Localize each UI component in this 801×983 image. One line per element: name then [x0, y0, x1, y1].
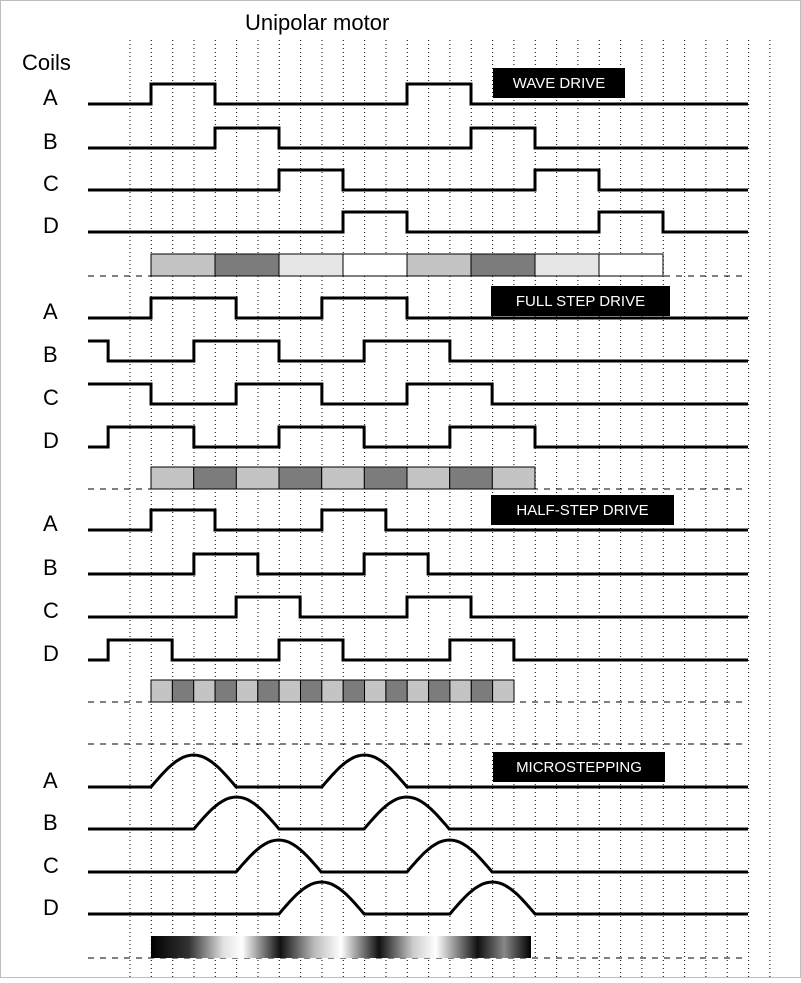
- rotor-position-gradient: [151, 936, 531, 958]
- rotor-position-cell: [214, 253, 280, 277]
- mode-badge: [491, 286, 670, 316]
- diagram-title: Unipolar motor: [245, 10, 389, 35]
- coil-label-c: C: [43, 385, 59, 410]
- coil-d-waveform: [88, 210, 748, 234]
- rotor-position-cell: [534, 253, 600, 277]
- rotor-position-cell: [406, 466, 451, 490]
- mode-badge: [491, 495, 674, 525]
- coil-label-b: B: [43, 342, 58, 367]
- rotor-position-cell: [598, 253, 664, 277]
- coil-label-c: C: [43, 853, 59, 878]
- coil-c-waveform: [88, 382, 748, 406]
- rotor-position-cell: [235, 679, 259, 703]
- mode-label: WAVE DRIVE: [513, 75, 606, 92]
- coil-d-waveform: [88, 425, 748, 449]
- coil-label-c: C: [43, 598, 59, 623]
- coil-a-waveform: [88, 296, 748, 320]
- mode-label: HALF-STEP DRIVE: [516, 502, 648, 519]
- rotor-position-cell: [321, 679, 344, 703]
- rotor-position-cell: [150, 466, 195, 490]
- mode-badge: [493, 68, 625, 98]
- rotor-position-cell: [449, 466, 493, 490]
- rotor-position-cell: [150, 253, 216, 277]
- coil-c-waveform: [88, 838, 748, 874]
- coil-label-b: B: [43, 555, 58, 580]
- rotor-position-cell: [150, 679, 173, 703]
- coil-c-waveform: [88, 168, 748, 192]
- coil-d-waveform: [88, 638, 748, 662]
- mode-badge: [493, 752, 665, 782]
- rotor-position-cell: [470, 679, 494, 703]
- coil-b-waveform: [88, 339, 748, 363]
- coil-label-b: B: [43, 810, 58, 835]
- rotor-position-cell: [214, 679, 238, 703]
- rotor-position-cell: [235, 466, 280, 490]
- rotor-position-cell: [193, 466, 237, 490]
- coil-b-waveform: [88, 795, 748, 831]
- coil-a-waveform: [88, 508, 748, 532]
- coil-label-d: D: [43, 895, 59, 920]
- coil-label-a: A: [43, 85, 58, 110]
- coils-heading: Coils: [22, 50, 71, 75]
- rotor-position-cell: [257, 679, 280, 703]
- rotor-position-cell: [300, 679, 323, 703]
- rotor-position-cell: [278, 253, 344, 277]
- coil-b-waveform: [88, 126, 748, 150]
- coil-label-a: A: [43, 299, 58, 324]
- coil-label-a: A: [43, 511, 58, 536]
- rotor-position-cell: [342, 679, 366, 703]
- rotor-position-cell: [364, 679, 387, 703]
- rotor-position-cell: [428, 679, 451, 703]
- rotor-position-cell: [492, 679, 515, 703]
- coil-a-waveform: [88, 82, 748, 106]
- rotor-position-cell: [342, 253, 408, 277]
- rotor-position-cell: [363, 466, 408, 490]
- rotor-position-cell: [449, 679, 472, 703]
- rotor-position-cell: [321, 466, 365, 490]
- rotor-position-cell: [385, 679, 408, 703]
- mode-label: MICROSTEPPING: [516, 759, 642, 776]
- coil-d-waveform: [88, 880, 748, 916]
- coil-b-waveform: [88, 552, 748, 576]
- rotor-position-cell: [171, 679, 195, 703]
- rotor-position-cell: [470, 253, 536, 277]
- rotor-position-cell: [406, 679, 430, 703]
- rotor-position-cell: [406, 253, 472, 277]
- rotor-position-cell: [278, 466, 323, 490]
- coil-label-d: D: [43, 428, 59, 453]
- coil-a-waveform: [88, 753, 748, 789]
- coil-label-b: B: [43, 129, 58, 154]
- coil-label-c: C: [43, 171, 59, 196]
- coil-label-d: D: [43, 213, 59, 238]
- rotor-position-cell: [193, 679, 216, 703]
- coil-c-waveform: [88, 595, 748, 619]
- rotor-position-cell: [491, 466, 536, 490]
- mode-label: FULL STEP DRIVE: [516, 293, 645, 310]
- coil-label-a: A: [43, 768, 58, 793]
- coil-label-d: D: [43, 641, 59, 666]
- rotor-position-cell: [278, 679, 302, 703]
